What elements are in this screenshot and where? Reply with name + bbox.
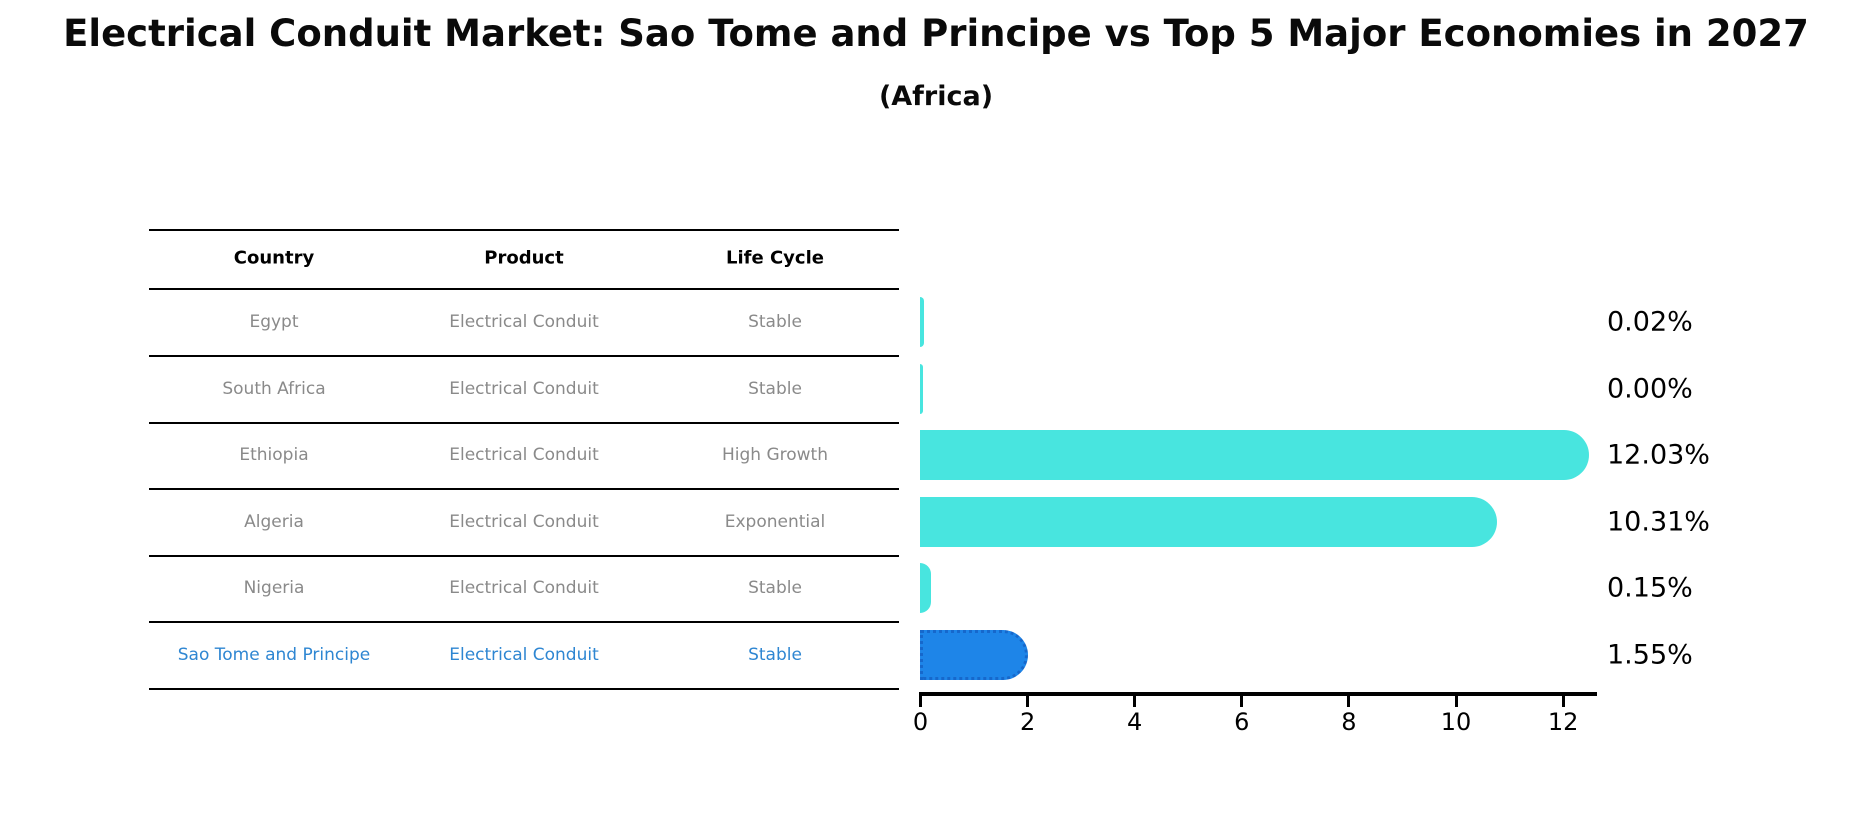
x-axis-tick-label: 6 <box>1234 708 1250 736</box>
x-axis-tick <box>1561 696 1565 707</box>
table-cell-country: Nigeria <box>243 578 305 598</box>
table-cell-product: Electrical Conduit <box>449 511 599 532</box>
bar-ethiopia <box>920 430 1590 480</box>
bar-south-africa <box>920 363 923 414</box>
table-header-life-cycle: Life Cycle <box>726 247 824 269</box>
table-cell-product: Electrical Conduit <box>449 312 599 332</box>
x-axis-tick <box>1454 696 1458 707</box>
chart-title: Electrical Conduit Market: Sao Tome and … <box>63 12 1809 55</box>
bar-value-label: 12.03% <box>1607 439 1710 471</box>
x-axis-tick <box>1347 696 1351 707</box>
table-cell-life-cycle: Stable <box>748 644 802 665</box>
table-cell-country: Ethiopia <box>239 445 309 465</box>
x-axis-tick-label: 8 <box>1341 708 1357 736</box>
x-axis-tick <box>1026 696 1030 707</box>
x-axis-line <box>919 692 1597 696</box>
table-header-underline <box>149 288 899 290</box>
table-cell-country: South Africa <box>222 378 326 399</box>
table-cell-product: Electrical Conduit <box>449 644 599 665</box>
table-row-separator <box>149 687 899 690</box>
bar-highlight-sao-tome <box>920 629 1028 680</box>
table-cell-country: Algeria <box>244 511 304 532</box>
x-axis-tick-label: 0 <box>912 708 929 736</box>
chart-subtitle: (Africa) <box>878 81 994 112</box>
table-header-country: Country <box>233 247 315 269</box>
bar-value-label: 1.55% <box>1607 639 1693 670</box>
bar-nigeria <box>920 563 932 613</box>
table-cell-life-cycle: Exponential <box>724 511 826 532</box>
x-axis-tick <box>919 696 922 707</box>
bar-value-label: 10.31% <box>1607 506 1710 537</box>
table-cell-life-cycle: High Growth <box>721 445 829 465</box>
bar-algeria <box>920 496 1498 547</box>
x-axis-tick-label: 2 <box>1019 708 1036 736</box>
table-cell-product: Electrical Conduit <box>449 578 599 598</box>
table-cell-life-cycle: Stable <box>748 378 802 399</box>
table-header-product: Product <box>484 247 564 269</box>
table-cell-life-cycle: Stable <box>748 578 802 598</box>
x-axis-tick <box>1133 696 1137 707</box>
table-row-separator <box>149 421 899 424</box>
bar-value-label: 0.15% <box>1607 572 1693 604</box>
x-axis-tick-label: 4 <box>1127 708 1143 736</box>
table-row-separator <box>149 554 899 557</box>
bar-egypt <box>920 297 925 347</box>
table-row-separator <box>149 488 899 490</box>
x-axis-tick <box>1240 696 1244 707</box>
bar-value-label: 0.00% <box>1607 373 1693 404</box>
x-axis-tick-label: 12 <box>1547 708 1579 736</box>
table-cell-life-cycle: Stable <box>748 312 802 332</box>
table-cell-country: Sao Tome and Principe <box>177 644 371 665</box>
table-top-border <box>149 229 899 231</box>
x-axis-tick-label: 10 <box>1440 708 1472 736</box>
table-row-separator <box>149 355 899 357</box>
table-cell-product: Electrical Conduit <box>449 378 599 399</box>
table-cell-country: Egypt <box>249 312 299 332</box>
bar-value-label: 0.02% <box>1607 306 1693 338</box>
table-row-separator <box>149 621 899 623</box>
table-cell-product: Electrical Conduit <box>449 445 599 465</box>
